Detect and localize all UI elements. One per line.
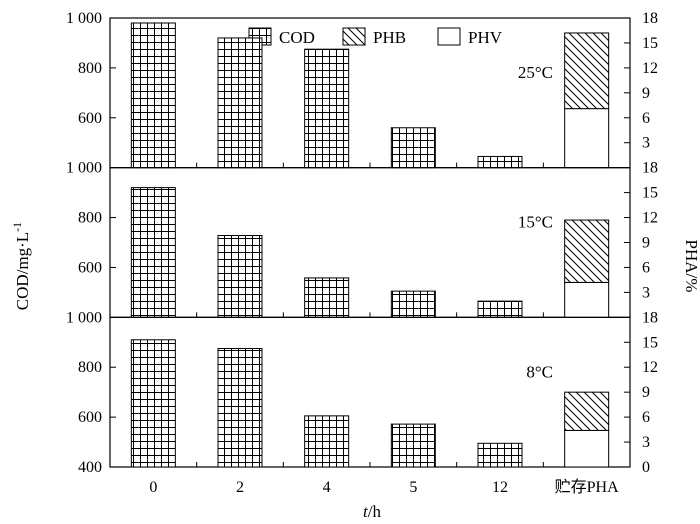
right-tick-label: 9 (642, 384, 650, 401)
x-axis-label: t/h (363, 502, 381, 521)
cod-bar (304, 277, 350, 318)
phb-bar (564, 219, 610, 283)
cod-bar (130, 22, 176, 169)
left-tick-label: 600 (78, 110, 102, 127)
right-tick-label: 18 (642, 160, 658, 177)
cod-bar (217, 348, 263, 468)
left-tick-label: 800 (78, 210, 102, 227)
legend: COD PHB PHV (248, 27, 503, 47)
right-tick-label: 18 (642, 10, 658, 27)
x-axis-label-italic: t (363, 502, 369, 521)
left-tick-label: 1 000 (66, 10, 102, 27)
cod-bar (390, 127, 436, 169)
legend-swatch-phv (437, 27, 461, 46)
phv-bar (564, 108, 610, 169)
left-tick-label: 800 (78, 359, 102, 376)
legend-label-cod: COD (279, 28, 315, 47)
right-tick-label: 18 (642, 309, 658, 326)
cod-bar (304, 415, 350, 468)
panel-1: 600 800 1 000 1 000 3 6 9 12 15 18 18 25°C (66, 10, 658, 177)
y-axis-left-label: COD/mg·L-1 (10, 222, 32, 310)
right-tick-label: 15 (642, 185, 658, 202)
x-axis-label-rest: /h (368, 502, 382, 521)
right-tick-label: 12 (642, 359, 658, 376)
cod-bar (130, 187, 176, 318)
x-tick-label: 5 (409, 479, 417, 496)
panel-temperature-label: 25°C (518, 63, 553, 82)
phb-bar (564, 391, 610, 431)
y-axis-left-label-sup: -1 (10, 222, 24, 232)
x-tick-label: 4 (323, 479, 331, 496)
panel-temperature-label: 15°C (518, 213, 553, 232)
cod-bar (477, 442, 523, 468)
right-tick-label: 15 (642, 334, 658, 351)
cod-bar (304, 48, 350, 169)
panel-3: 600 800 400 3 6 9 12 15 0 8°C (78, 316, 658, 476)
x-tick-label: 贮存PHA (555, 478, 619, 496)
cod-bar (217, 37, 263, 169)
phv-bar (564, 281, 610, 318)
panel-frame (109, 17, 631, 169)
cod-bar (217, 235, 263, 318)
panel-frame (109, 167, 631, 318)
right-tick-label: 12 (642, 210, 658, 227)
cod-bar (390, 290, 436, 318)
right-tick-label: 0 (642, 459, 650, 476)
right-tick-label: 3 (642, 135, 650, 152)
cod-bar (477, 155, 523, 169)
legend-label-phb: PHB (373, 28, 406, 47)
right-tick-label: 12 (642, 60, 658, 77)
panel-frame (109, 316, 631, 468)
panel-temperature-label: 8°C (526, 362, 553, 381)
right-tick-label: 3 (642, 434, 650, 451)
x-tick-label: 2 (236, 479, 244, 496)
left-tick-label: 600 (78, 259, 102, 276)
legend-item-phb: PHB (342, 27, 406, 47)
cod-bar (390, 423, 436, 468)
legend-label-phv: PHV (468, 28, 503, 47)
x-tick-labels: 0 2 4 5 12 贮存PHA (149, 478, 619, 496)
legend-item-phv: PHV (437, 27, 503, 47)
x-tick-label: 0 (149, 479, 157, 496)
left-tick-label: 1 000 (66, 309, 102, 326)
right-tick-label: 9 (642, 85, 650, 102)
left-tick-label: 1 000 (66, 160, 102, 177)
right-tick-label: 3 (642, 284, 650, 301)
y-axis-left-label-text: COD/mg·L (13, 232, 32, 310)
panels: 600 800 1 000 1 000 3 6 9 12 15 18 18 25°C 600 800 1 0… (66, 10, 658, 476)
right-tick-label: 6 (642, 259, 650, 276)
right-tick-label: 9 (642, 235, 650, 252)
x-tick-label: 12 (492, 479, 508, 496)
left-tick-label: 800 (78, 60, 102, 77)
right-tick-label: 6 (642, 110, 650, 127)
right-tick-label: 15 (642, 35, 658, 52)
right-tick-label: 6 (642, 409, 650, 426)
phv-bar (564, 429, 610, 468)
phb-bar (564, 32, 610, 110)
left-tick-label: 600 (78, 409, 102, 426)
cod-bar (130, 339, 176, 468)
left-tick-label: 400 (78, 459, 102, 476)
cod-bar (477, 300, 523, 318)
panel-2: 600 800 1 000 3 6 9 12 15 18 15°C (66, 167, 658, 326)
legend-swatch-phb (342, 27, 366, 46)
y-axis-right-label: PHA/% (682, 240, 700, 293)
